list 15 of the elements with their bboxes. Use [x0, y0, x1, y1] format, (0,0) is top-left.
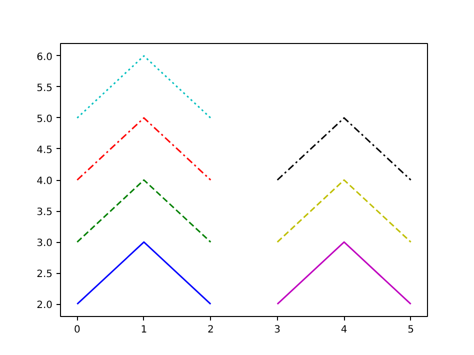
y-tick-label: 5.5 — [36, 82, 53, 94]
y-tick-label: 3.5 — [36, 207, 53, 218]
x-tick-label: 2 — [207, 324, 214, 336]
x-tick-label: 1 — [140, 324, 148, 336]
y-tick-label: 6.0 — [36, 52, 53, 63]
x-tick-label: 3 — [274, 324, 281, 336]
x-tick-label: 5 — [408, 324, 414, 336]
y-tick-label: 3.0 — [36, 238, 53, 250]
y-tick-label: 2.5 — [36, 269, 53, 280]
y-tick-label: 4.5 — [36, 144, 53, 156]
y-tick-label: 5.0 — [36, 114, 53, 125]
y-tick-label: 2.0 — [36, 300, 53, 312]
x-tick-label: 0 — [74, 324, 80, 336]
y-tick-label: 4.0 — [36, 176, 53, 187]
x-tick-label: 4 — [340, 324, 348, 336]
